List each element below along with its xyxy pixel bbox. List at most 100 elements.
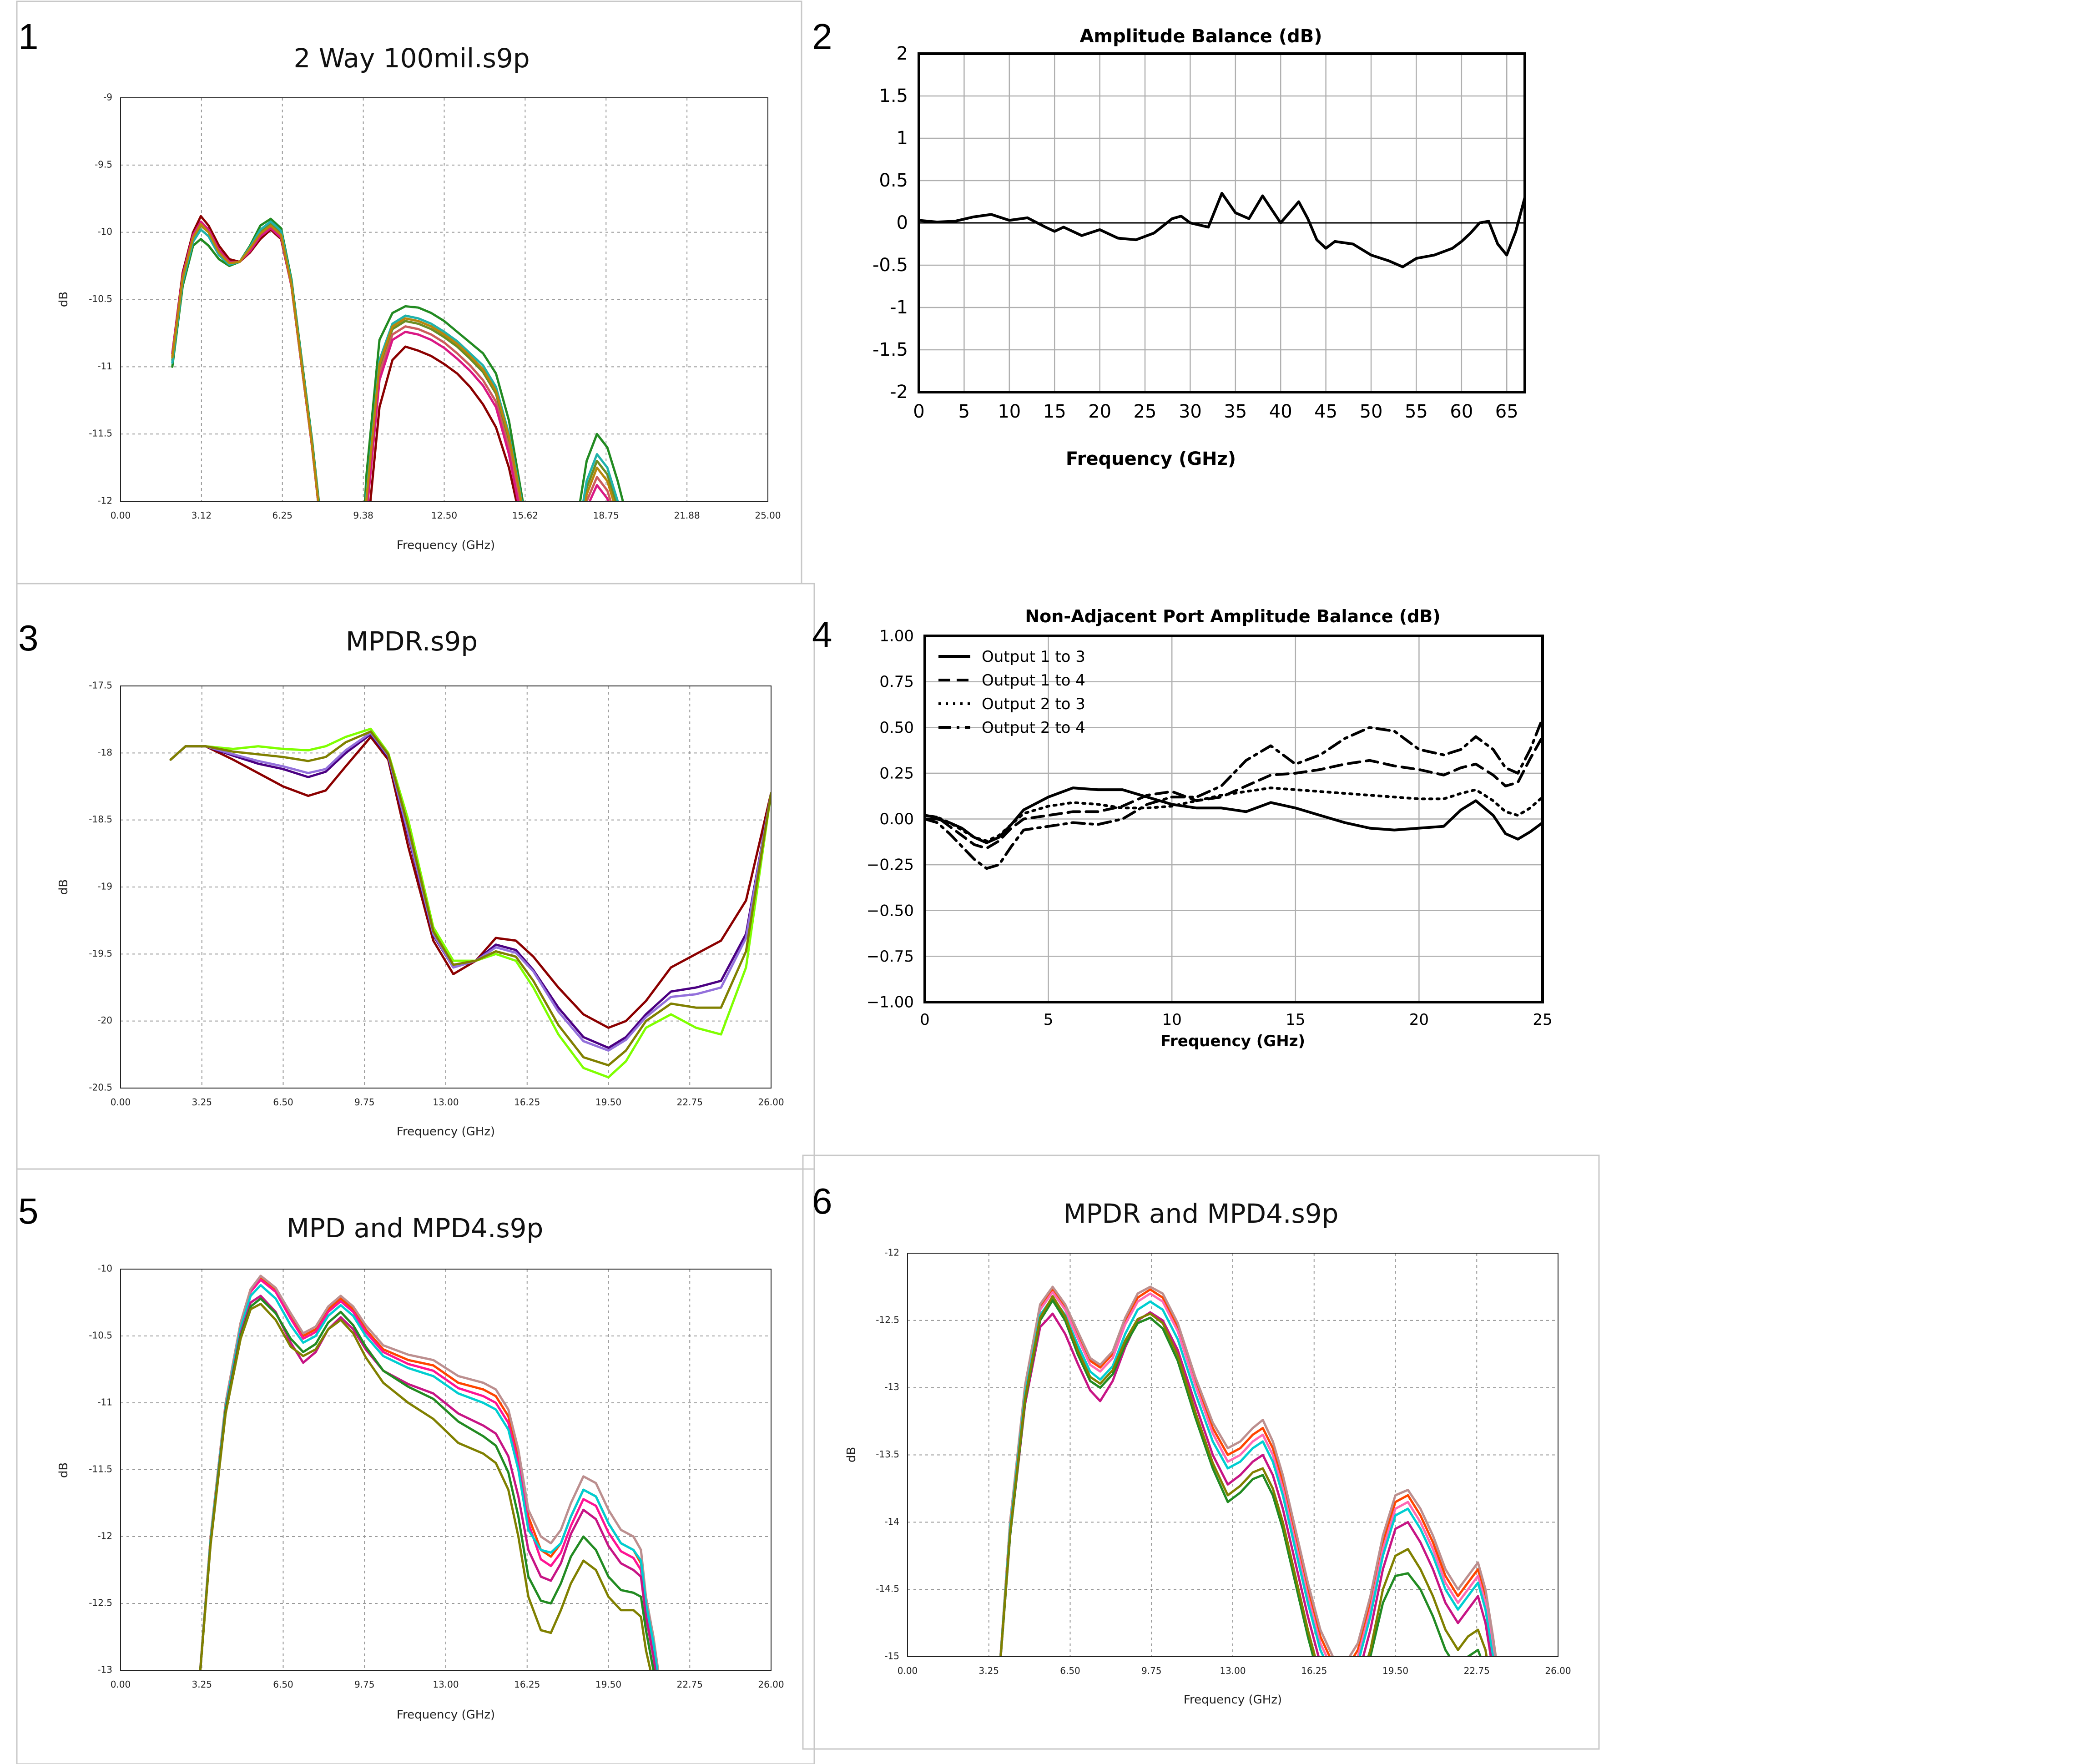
gridlines	[908, 1253, 1558, 1657]
y-tick-label: -12.5	[89, 1598, 112, 1608]
x-tick-label: 21.88	[674, 510, 700, 521]
x-tick-label: 60	[1450, 401, 1473, 422]
y-tick-label: -9.5	[95, 159, 112, 170]
x-tick-label: 16.25	[514, 1679, 540, 1690]
x-tick-label: 12.50	[431, 510, 457, 521]
series-line-6	[999, 1299, 1482, 1657]
x-tick-label: 0.00	[111, 1679, 131, 1690]
chart-title: MPD and MPD4.s9p	[287, 1213, 544, 1244]
panel-border	[16, 0, 802, 585]
series-group	[999, 1285, 1497, 1657]
y-axis-label: dB	[57, 1462, 71, 1478]
y-tick-label: -19.5	[89, 948, 112, 959]
legend-entry: Output 1 to 3	[982, 648, 1085, 666]
tick-labels: 0 5 10 15 20 25 1.00 0.75 0.50 0.25 0.00 −0.25 −0.50…	[867, 627, 1553, 1029]
y-tick-label: 0.25	[879, 764, 914, 782]
x-tick-label: 30	[1179, 401, 1202, 422]
x-tick-label: 15.62	[512, 510, 538, 521]
y-axis-label: dB	[57, 879, 71, 895]
y-tick-label: 0	[897, 212, 908, 233]
x-tick-label: 15	[1043, 401, 1066, 422]
tick-labels: 0.00 3.25 6.50 9.75 13.00 16.25 19.50 22.75 26.0…	[89, 1263, 784, 1690]
chart-title: MPDR.s9p	[346, 626, 478, 657]
x-tick-label: 3.25	[192, 1679, 212, 1690]
tick-labels: 0 5 10 15 20 25 30 35 40 45 50 55 60 65 2 1.5 1 0.5 0 -0.5 -…	[873, 43, 1518, 422]
x-tick-label: 19.50	[1382, 1665, 1408, 1676]
tick-labels: 0.00 3.12 6.25 9.38 12.50 15.62 18.75 21.88 25.0…	[89, 92, 781, 521]
x-tick-label: 0	[913, 401, 924, 422]
panel-number: 3	[18, 618, 39, 658]
series-line-2	[925, 735, 1543, 850]
x-axis-label: Frequency (GHz)	[1184, 1693, 1282, 1707]
x-tick-label: 65	[1495, 401, 1518, 422]
y-tick-label: -17.5	[89, 680, 112, 691]
series-line-4	[925, 717, 1543, 870]
plot-frame	[120, 685, 772, 1089]
y-tick-label: -12	[884, 1247, 899, 1258]
y-tick-label: −0.75	[867, 948, 914, 966]
x-axis-label: Frequency (GHz)	[397, 1708, 495, 1722]
panel-border	[16, 1168, 815, 1764]
gridlines	[121, 98, 768, 501]
y-tick-label: 0.75	[879, 673, 914, 691]
legend-entry: Output 2 to 3	[982, 695, 1085, 713]
chart-panel-6: 6 MPDR and MPD4.s9p 0.00 3.25 6.50 9.75 13.00 1…	[802, 1154, 1600, 1750]
x-tick-label: 19.50	[595, 1679, 621, 1690]
y-tick-label: -12.5	[876, 1314, 899, 1325]
y-tick-label: 1	[897, 128, 908, 149]
x-tick-label: 55	[1405, 401, 1428, 422]
y-tick-label: 0.50	[879, 719, 914, 737]
chart-title: 2 Way 100mil.s9p	[293, 43, 530, 74]
y-axis-label: dB	[845, 1447, 858, 1462]
series-group	[925, 717, 1543, 870]
y-tick-label: -19	[97, 881, 112, 892]
x-tick-label: 13.00	[1220, 1665, 1246, 1676]
y-tick-label: -13	[884, 1381, 899, 1392]
series-line-1	[171, 215, 518, 501]
series-line-3	[999, 1285, 1497, 1657]
x-tick-label: 26.00	[758, 1679, 784, 1690]
x-tick-label: 16.25	[514, 1097, 540, 1108]
x-tick-label: 3.25	[192, 1097, 212, 1108]
x-tick-label: 15	[1286, 1011, 1305, 1029]
tick-labels: 0.00 3.25 6.50 9.75 13.00 16.25 19.50 22.75 26.0…	[876, 1247, 1571, 1677]
y-tick-label: -12	[97, 1531, 112, 1542]
x-tick-label: 3.12	[192, 510, 212, 521]
series-line-3	[169, 733, 771, 1049]
chart-panel-5: 5 MPD and MPD4.s9p 0.00 3.25 6.50 9.75 13.00 16…	[16, 1168, 815, 1764]
series-line-1	[199, 1276, 659, 1670]
y-tick-label: -20	[97, 1015, 112, 1026]
y-tick-label: -10.5	[89, 1330, 112, 1341]
chart-title: MPDR and MPD4.s9p	[1064, 1198, 1339, 1229]
y-tick-label: -14.5	[876, 1583, 899, 1594]
x-tick-label: 45	[1314, 401, 1337, 422]
x-tick-label: 22.75	[677, 1097, 703, 1108]
series-line-7	[999, 1295, 1488, 1657]
y-tick-label: -13.5	[876, 1449, 899, 1460]
y-tick-label: -11	[97, 361, 112, 372]
y-tick-label: -12	[97, 495, 112, 506]
x-tick-label: 6.25	[272, 510, 293, 521]
series-line-1	[925, 786, 1543, 844]
y-tick-label: -1	[890, 297, 908, 318]
x-tick-label: 22.75	[1464, 1665, 1490, 1676]
x-tick-label: 35	[1224, 401, 1247, 422]
y-tick-label: 1.5	[879, 86, 908, 106]
legend-entry: Output 2 to 4	[982, 719, 1085, 737]
series-line-4	[169, 731, 771, 1052]
y-tick-label: -18.5	[89, 814, 112, 825]
series-group	[169, 727, 771, 1079]
chart-panel-2: 2 Amplitude Balance (dB)0 5 10 15 20 25 30 35 40 4…	[812, 16, 1526, 469]
y-tick-label: −0.50	[867, 902, 914, 920]
y-tick-label: -18	[97, 747, 112, 758]
x-tick-label: 0	[920, 1011, 930, 1029]
plot-frame	[120, 97, 768, 502]
y-tick-label: -0.5	[873, 255, 908, 276]
x-tick-label: 9.75	[1141, 1665, 1162, 1676]
x-tick-label: 16.25	[1301, 1665, 1327, 1676]
plot-frame	[907, 1253, 1558, 1657]
series-line-3	[925, 786, 1543, 842]
y-tick-label: 2	[897, 43, 908, 64]
x-tick-label: 9.75	[354, 1679, 375, 1690]
series-line-6	[199, 1297, 655, 1670]
